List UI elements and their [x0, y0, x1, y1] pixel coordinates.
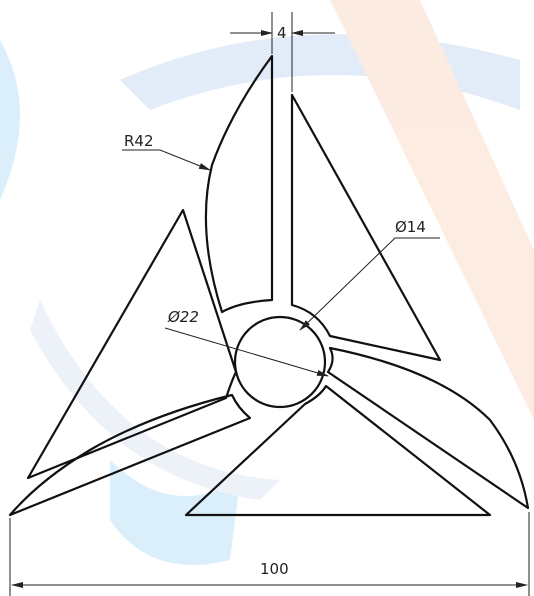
- blade-left-curved: [8, 393, 252, 517]
- hub-inner: [233, 315, 327, 409]
- blade-top-right: [290, 93, 442, 362]
- blade-bottom: [184, 384, 492, 517]
- leader-line: [299, 237, 440, 331]
- blade-top-left: [204, 54, 274, 314]
- dimension-label: Ø14: [395, 218, 426, 236]
- blade-left: [26, 208, 238, 480]
- dimension-label: Ø22: [167, 308, 199, 326]
- dimension-label: 4: [277, 24, 287, 42]
- dimension-label: R42: [124, 132, 154, 150]
- leader-line: [164, 327, 329, 377]
- dimension-label: 100: [260, 560, 289, 578]
- blade-right-curved: [326, 346, 530, 510]
- leader-line: [122, 149, 211, 171]
- watermark: [0, 0, 534, 565]
